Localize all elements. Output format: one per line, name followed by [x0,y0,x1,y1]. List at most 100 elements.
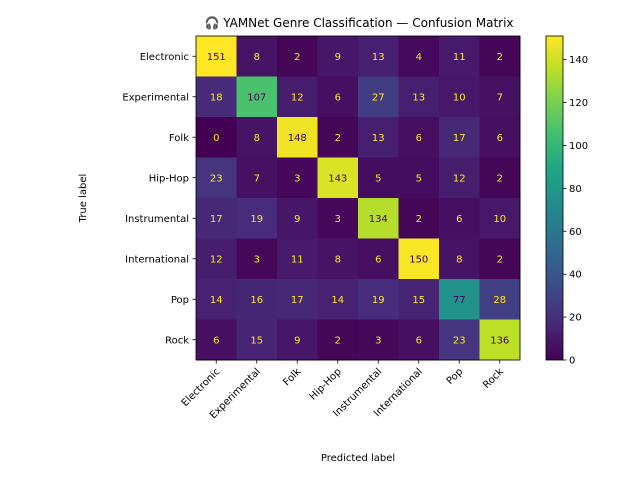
matrix-cell [479,36,521,77]
cell-value: 6 [213,335,219,346]
matrix-cell [358,238,399,280]
cell-value: 15 [250,335,263,346]
cell-value: 19 [250,214,263,225]
matrix-cell [277,36,318,77]
matrix-cell [277,198,318,239]
cell-value: 8 [254,52,260,63]
matrix-cell [236,76,278,118]
matrix-cell [277,76,318,118]
matrix-cell [277,279,318,320]
cell-value: 13 [412,92,425,103]
cell-value: 9 [294,335,300,346]
y-tick-label: International [125,254,189,265]
matrix-cell [479,279,521,320]
cell-value: 2 [497,52,503,63]
cell-value: 2 [335,133,341,144]
matrix-cell [236,319,278,361]
y-tick-label: Experimental [122,92,189,103]
cell-value: 7 [254,173,260,184]
matrix-cell [398,238,440,280]
colorbar-tick-label: 120 [569,98,588,109]
matrix-cell [317,238,359,280]
matrix-cell [439,198,480,239]
cell-value: 6 [416,335,422,346]
matrix-cell [236,157,278,199]
cell-value: 16 [250,295,263,306]
matrix-cell [398,76,440,118]
matrix-cell [479,319,521,361]
matrix-cell [317,279,359,320]
cell-value: 8 [254,133,260,144]
matrix-cell [196,36,237,77]
y-tick-label: Pop [171,295,189,306]
cell-value: 77 [453,295,466,306]
cell-value: 5 [416,173,422,184]
cell-value: 3 [335,214,341,225]
y-tick-label: Instrumental [125,214,189,225]
matrix-cell [479,76,521,118]
cell-value: 12 [453,173,466,184]
matrix-cell [236,117,278,158]
matrix-cell [236,36,278,77]
matrix-cell [398,157,440,199]
matrix-cell [358,157,399,199]
matrix-cell [196,76,237,118]
cell-value: 2 [416,214,422,225]
y-axis-ticks: Electronic Experimental Folk Hip-Hop Instrum… [122,52,196,346]
cell-value: 12 [210,254,223,265]
matrix-cell [196,157,237,199]
colorbar-tick-label: 140 [569,55,588,66]
matrix-cell [196,279,237,320]
matrix-cell [358,319,399,361]
matrix-cell [398,117,440,158]
cell-value: 3 [254,254,260,265]
cell-value: 18 [210,92,223,103]
matrix-cell [317,117,359,158]
plot-frame [195,35,521,361]
cell-value: 23 [453,335,466,346]
cell-value: 6 [416,133,422,144]
cell-value: 10 [493,214,506,225]
matrix-cell [317,157,359,199]
matrix-cell-labels: 151 8 2 9 13 4 11 218 107 12 6 27 13 10 70 8 148 2 13 6 17 62… [207,52,510,347]
matrix-cell [439,36,480,77]
cell-value: 11 [453,52,466,63]
cell-value: 136 [490,335,509,346]
y-tick-label: Electronic [140,52,189,63]
y-tick-label: Folk [169,133,189,144]
matrix-cell [439,238,480,280]
matrix-cell [439,319,480,361]
matrix-cell [439,76,480,118]
cell-value: 15 [412,295,425,306]
cell-value: 9 [294,214,300,225]
matrix-cell [277,319,318,361]
matrix-cell [479,238,521,280]
matrix-cell [398,198,440,239]
matrix-cell [398,36,440,77]
matrix-cell [277,117,318,158]
matrix-cell [479,157,521,199]
colorbar [545,35,564,361]
cell-value: 19 [372,295,385,306]
colorbar-tick-label: 60 [569,227,582,238]
matrix-cell [439,157,480,199]
cell-value: 2 [294,52,300,63]
colorbar-tick-label: 100 [569,141,588,152]
matrix-cell [358,36,399,77]
cell-value: 10 [453,92,466,103]
matrix-cell [317,319,359,361]
y-tick-label: Hip-Hop [149,173,189,184]
cell-value: 14 [210,295,223,306]
matrix-cell [277,238,318,280]
matrix-cell [439,117,480,158]
matrix-cell [277,157,318,199]
cell-value: 9 [335,52,341,63]
cell-value: 134 [369,214,388,225]
matrix-cell [358,279,399,320]
matrix-cell [398,279,440,320]
matrix-cell [196,198,237,239]
matrix-cell [317,198,359,239]
cell-value: 13 [372,52,385,63]
colorbar-ticks: 0 20 40 60 80 100 120 140 [563,55,588,367]
